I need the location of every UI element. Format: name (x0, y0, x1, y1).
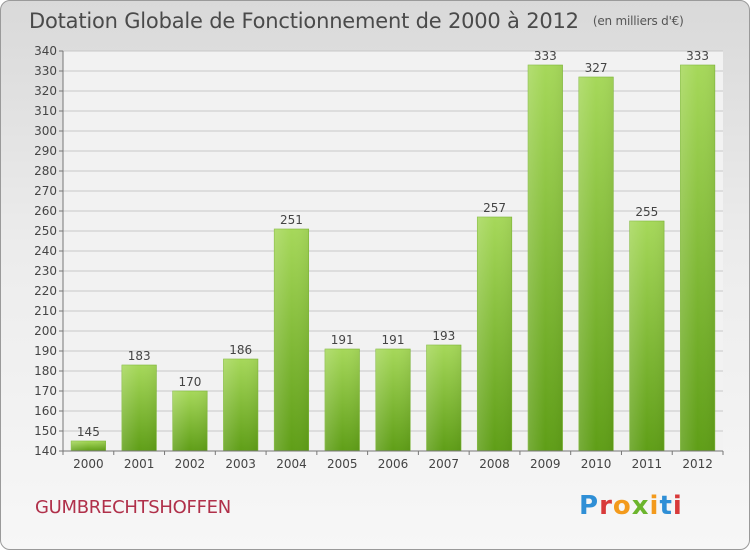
y-tick-label: 320 (34, 84, 57, 98)
y-tick-label: 270 (34, 184, 57, 198)
logo-letter: o (612, 491, 632, 521)
bar-shine-2000 (71, 441, 106, 451)
commune-name: GUMBRECHTSHOFFEN (35, 497, 231, 518)
logo-letter: P (579, 491, 600, 521)
bar-shine-2004 (274, 229, 309, 451)
data-label: 183 (128, 349, 151, 363)
y-tick-label: 340 (34, 44, 57, 58)
data-label: 327 (585, 61, 608, 75)
bar-shine-2009 (528, 65, 563, 451)
data-label: 191 (382, 333, 405, 347)
bars (70, 64, 716, 452)
y-tick-label: 210 (34, 304, 57, 318)
x-tick-label: 2007 (428, 457, 459, 471)
bar-shine-2005 (324, 349, 360, 451)
x-tick-label: 2005 (327, 457, 358, 471)
y-tick-label: 260 (34, 204, 57, 218)
x-tick-label: 2001 (124, 457, 155, 471)
y-tick-label: 190 (34, 344, 57, 358)
data-label: 145 (77, 425, 100, 439)
bar-shine-2010 (578, 77, 614, 451)
y-tick-label: 170 (34, 384, 57, 398)
y-tick-label: 250 (34, 224, 57, 238)
data-label: 333 (686, 49, 709, 63)
data-label: 193 (432, 329, 455, 343)
proxiti-logo: Proxiti (579, 491, 683, 521)
x-tick-label: 2008 (479, 457, 510, 471)
data-label: 251 (280, 213, 303, 227)
chart-title: Dotation Globale de Fonctionnement de 20… (29, 9, 684, 33)
bar-shine-2008 (477, 217, 512, 451)
x-tick-label: 2002 (175, 457, 206, 471)
y-tick-label: 290 (34, 144, 57, 158)
bar-shine-2006 (375, 349, 411, 451)
data-label: 170 (178, 375, 201, 389)
x-tick-label: 2000 (73, 457, 104, 471)
y-tick-label: 240 (34, 244, 57, 258)
x-tick-label: 2006 (378, 457, 409, 471)
y-tick-label: 160 (34, 404, 57, 418)
bar-shine-2011 (629, 221, 665, 451)
axes: 140 150 160 170 180 190 200 210 220 230 240 250 260 2… (34, 44, 724, 471)
data-label: 255 (635, 205, 658, 219)
y-tick-label: 180 (34, 364, 57, 378)
x-tick-label: 2004 (276, 457, 307, 471)
data-label: 191 (331, 333, 354, 347)
y-tick-label: 330 (34, 64, 57, 78)
x-tick-label: 2009 (530, 457, 561, 471)
chart-unit: (en milliers d'€) (592, 14, 684, 28)
logo-letter: r (599, 491, 613, 521)
x-tick-label: 2003 (225, 457, 256, 471)
x-tick-label: 2010 (581, 457, 612, 471)
y-tick-label: 300 (34, 124, 57, 138)
y-tick-label: 220 (34, 284, 57, 298)
bar-shine-2007 (426, 345, 462, 451)
bar-shine-2001 (121, 365, 157, 451)
chart-title-text: Dotation Globale de Fonctionnement de 20… (29, 9, 579, 33)
data-label: 186 (229, 343, 252, 357)
y-tick-label: 150 (34, 424, 57, 438)
y-tick-label: 200 (34, 324, 57, 338)
y-tick-label: 310 (34, 104, 57, 118)
x-tick-label: 2012 (682, 457, 713, 471)
bar-shine-2012 (680, 65, 715, 451)
y-tick-label: 230 (34, 264, 57, 278)
labels: 145 183 170 186 251 191 191 193 257 333 327 255 333 (77, 49, 709, 439)
y-tick-label: 280 (34, 164, 57, 178)
bar-shine-2003 (223, 359, 258, 451)
logo-letter: t (659, 491, 673, 521)
bar-shine-2002 (172, 391, 208, 451)
data-label: 257 (483, 201, 506, 215)
x-tick-label: 2011 (632, 457, 663, 471)
y-tick-label: 140 (34, 444, 57, 458)
logo-letter: i (672, 491, 683, 521)
logo-letter: x (631, 491, 650, 521)
data-label: 333 (534, 49, 557, 63)
logo-letter: i (649, 491, 660, 521)
